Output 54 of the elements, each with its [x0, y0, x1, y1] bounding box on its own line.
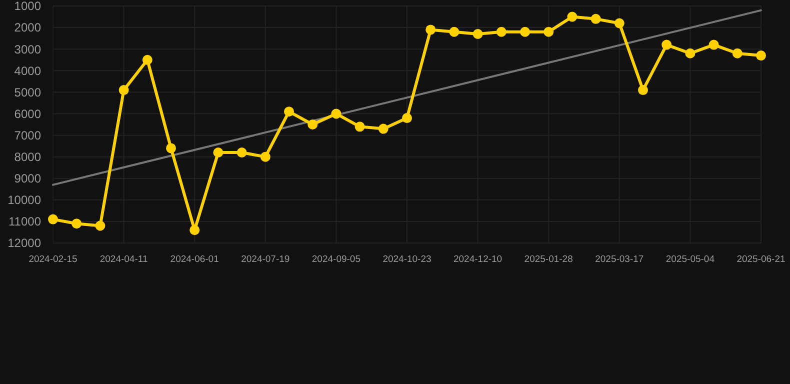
point: [166, 143, 176, 154]
y-tick-label: 9000: [14, 172, 42, 186]
point: [520, 26, 530, 37]
point: [426, 24, 436, 35]
point: [331, 108, 342, 119]
point: [685, 48, 696, 58]
point: [72, 218, 82, 229]
y-tick-label: 6000: [14, 106, 42, 121]
x-tick-label: 2025-05-04: [666, 254, 715, 265]
point: [48, 214, 58, 224]
point: [95, 220, 106, 231]
point: [472, 29, 483, 40]
point: [118, 85, 129, 96]
x-tick-label: 2024-09-05: [312, 254, 361, 265]
y-tick-label: 10000: [8, 193, 42, 208]
y-tick-label: 4000: [14, 64, 42, 78]
y-tick-label: 7000: [14, 128, 42, 142]
point: [190, 225, 200, 236]
point: [378, 124, 388, 134]
x-tick-label: 2025-06-21: [736, 254, 786, 265]
point: [213, 148, 224, 158]
point: [449, 26, 460, 37]
point: [544, 26, 554, 37]
x-tick-label: 2025-03-17: [595, 254, 644, 265]
x-tick-label: 2024-10-23: [382, 254, 432, 265]
x-tick-label: 2024-06-01: [170, 254, 219, 265]
point: [284, 106, 294, 117]
y-tick-label: 5000: [14, 85, 42, 100]
y-tick-label: 8000: [14, 150, 42, 164]
point: [756, 50, 766, 61]
point: [308, 120, 318, 130]
x-tick-label: 2025-01-28: [524, 254, 573, 265]
y-tick-label: 3000: [14, 42, 42, 56]
point: [402, 113, 412, 124]
x-tick-label: 2024-07-19: [241, 254, 290, 265]
y-tick-label: 11000: [8, 214, 42, 229]
point: [614, 18, 624, 28]
x-tick-label: 2024-12-10: [453, 254, 502, 265]
point: [590, 14, 601, 24]
y-tick-label: 2000: [14, 20, 42, 35]
point: [260, 152, 270, 162]
point: [142, 54, 152, 65]
point: [496, 26, 506, 37]
point: [732, 48, 742, 58]
point: [236, 148, 247, 158]
point: [638, 85, 648, 96]
x-tick-label: 2024-04-11: [100, 254, 148, 265]
point: [662, 40, 672, 50]
point: [567, 12, 578, 22]
x-tick-label: 2024-02-15: [28, 254, 78, 265]
point: [708, 40, 719, 50]
point: [354, 122, 365, 132]
y-tick-label: 1000: [14, 0, 42, 14]
y-tick-label: 12000: [8, 236, 42, 250]
